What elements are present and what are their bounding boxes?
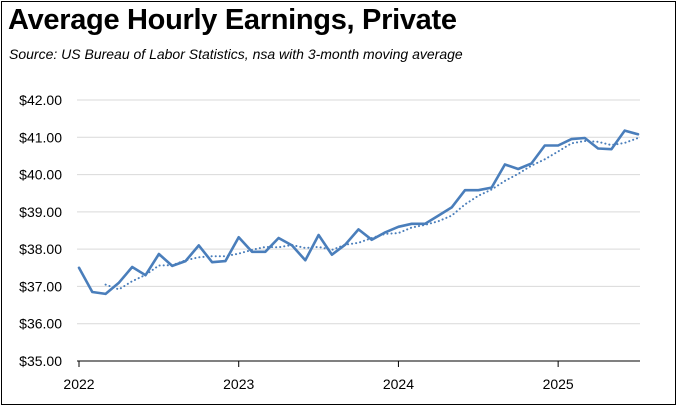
y-tick-label: $37.00	[19, 278, 62, 294]
x-tick-label: 2023	[223, 376, 254, 392]
chart-subtitle: Source: US Bureau of Labor Statistics, n…	[9, 46, 463, 62]
y-tick-label: $38.00	[19, 241, 62, 257]
chart-title: Average Hourly Earnings, Private	[8, 4, 457, 36]
moving-average-line	[104, 137, 639, 291]
y-tick-label: $42.00	[19, 92, 62, 108]
y-tick-label: $40.00	[19, 167, 62, 183]
x-tick-label: 2024	[383, 376, 414, 392]
y-tick-label: $35.00	[19, 353, 62, 369]
x-tick-label: 2025	[543, 376, 574, 392]
y-tick-label: $39.00	[19, 204, 62, 220]
x-tick-label: 2022	[63, 376, 94, 392]
y-tick-label: $41.00	[19, 129, 62, 145]
y-tick-label: $36.00	[19, 316, 62, 332]
